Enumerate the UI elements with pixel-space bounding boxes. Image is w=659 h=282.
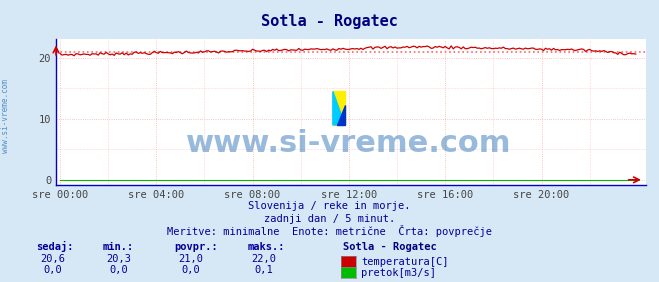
Text: 0,0: 0,0 bbox=[109, 265, 128, 275]
Text: Sotla - Rogatec: Sotla - Rogatec bbox=[343, 242, 436, 252]
Bar bbox=[333, 91, 345, 125]
Text: 0,0: 0,0 bbox=[182, 265, 200, 275]
Text: www.si-vreme.com: www.si-vreme.com bbox=[186, 129, 511, 158]
Text: maks.:: maks.: bbox=[247, 242, 285, 252]
Text: 0,1: 0,1 bbox=[254, 265, 273, 275]
Text: min.:: min.: bbox=[102, 242, 133, 252]
Text: Sotla - Rogatec: Sotla - Rogatec bbox=[261, 14, 398, 29]
Text: pretok[m3/s]: pretok[m3/s] bbox=[361, 268, 436, 278]
Text: temperatura[C]: temperatura[C] bbox=[361, 257, 449, 267]
Text: 0,0: 0,0 bbox=[43, 265, 62, 275]
Text: 22,0: 22,0 bbox=[251, 254, 276, 264]
Polygon shape bbox=[337, 105, 345, 125]
Text: sedaj:: sedaj: bbox=[36, 241, 74, 252]
Text: 20,3: 20,3 bbox=[106, 254, 131, 264]
Text: povpr.:: povpr.: bbox=[175, 242, 218, 252]
Text: 20,6: 20,6 bbox=[40, 254, 65, 264]
Polygon shape bbox=[333, 91, 345, 125]
Text: Slovenija / reke in morje.: Slovenija / reke in morje. bbox=[248, 201, 411, 211]
Text: Meritve: minimalne  Enote: metrične  Črta: povprečje: Meritve: minimalne Enote: metrične Črta:… bbox=[167, 225, 492, 237]
Text: www.si-vreme.com: www.si-vreme.com bbox=[1, 79, 10, 153]
Text: 21,0: 21,0 bbox=[179, 254, 204, 264]
Text: zadnji dan / 5 minut.: zadnji dan / 5 minut. bbox=[264, 213, 395, 224]
